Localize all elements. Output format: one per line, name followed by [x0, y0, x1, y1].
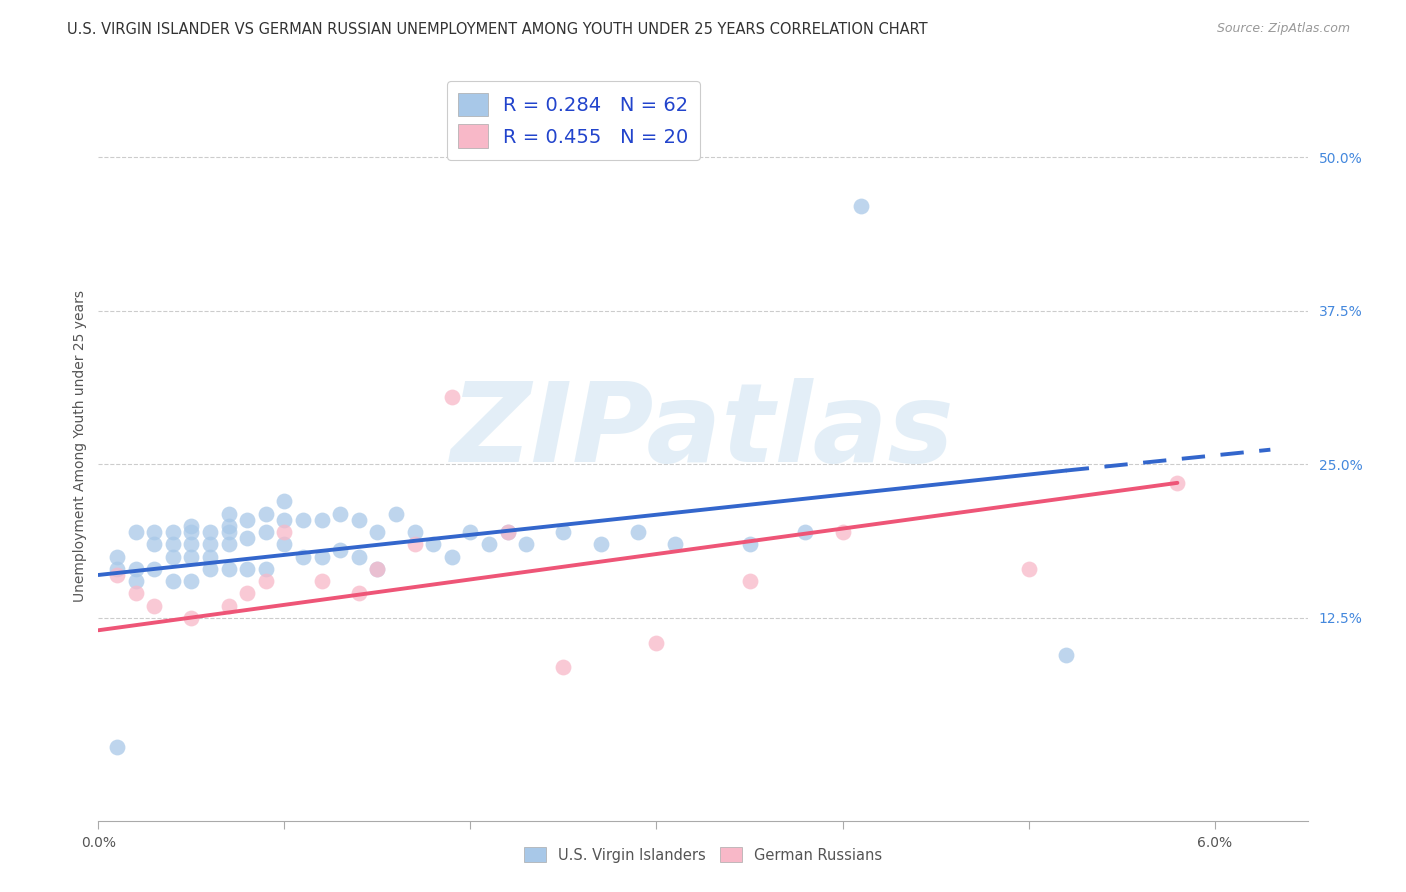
- Point: [254, 524, 277, 539]
- Point: [366, 524, 388, 539]
- Point: [311, 574, 333, 588]
- Point: [162, 574, 184, 588]
- Point: [738, 574, 761, 588]
- Point: [218, 537, 240, 551]
- Point: [218, 507, 240, 521]
- Point: [180, 537, 202, 551]
- Point: [831, 524, 853, 539]
- Point: [105, 549, 128, 564]
- Point: [440, 390, 463, 404]
- Point: [273, 524, 295, 539]
- Point: [218, 524, 240, 539]
- Point: [738, 537, 761, 551]
- Point: [794, 524, 817, 539]
- Text: Source: ZipAtlas.com: Source: ZipAtlas.com: [1216, 22, 1350, 36]
- Point: [254, 507, 277, 521]
- Point: [180, 611, 202, 625]
- Point: [347, 513, 370, 527]
- Point: [124, 586, 146, 600]
- Point: [478, 537, 501, 551]
- Legend: R = 0.284   N = 62, R = 0.455   N = 20: R = 0.284 N = 62, R = 0.455 N = 20: [447, 81, 700, 160]
- Point: [515, 537, 537, 551]
- Point: [329, 507, 352, 521]
- Point: [162, 524, 184, 539]
- Point: [180, 519, 202, 533]
- Point: [347, 586, 370, 600]
- Point: [404, 537, 426, 551]
- Point: [198, 537, 221, 551]
- Point: [292, 549, 315, 564]
- Point: [254, 562, 277, 576]
- Point: [105, 568, 128, 582]
- Point: [311, 549, 333, 564]
- Legend: U.S. Virgin Islanders, German Russians: U.S. Virgin Islanders, German Russians: [519, 841, 887, 869]
- Point: [105, 562, 128, 576]
- Point: [218, 519, 240, 533]
- Text: U.S. VIRGIN ISLANDER VS GERMAN RUSSIAN UNEMPLOYMENT AMONG YOUTH UNDER 25 YEARS C: U.S. VIRGIN ISLANDER VS GERMAN RUSSIAN U…: [67, 22, 928, 37]
- Point: [1018, 562, 1040, 576]
- Point: [496, 524, 519, 539]
- Point: [180, 574, 202, 588]
- Point: [143, 562, 166, 576]
- Point: [460, 524, 482, 539]
- Text: ZIPatlas: ZIPatlas: [451, 377, 955, 484]
- Point: [180, 524, 202, 539]
- Point: [143, 599, 166, 613]
- Point: [553, 660, 575, 674]
- Point: [329, 543, 352, 558]
- Point: [124, 524, 146, 539]
- Point: [496, 524, 519, 539]
- Point: [180, 549, 202, 564]
- Point: [1054, 648, 1077, 662]
- Point: [236, 586, 259, 600]
- Point: [143, 524, 166, 539]
- Point: [385, 507, 408, 521]
- Point: [236, 531, 259, 545]
- Point: [422, 537, 444, 551]
- Point: [273, 537, 295, 551]
- Point: [273, 494, 295, 508]
- Point: [162, 549, 184, 564]
- Point: [236, 513, 259, 527]
- Point: [198, 562, 221, 576]
- Point: [143, 537, 166, 551]
- Point: [311, 513, 333, 527]
- Point: [440, 549, 463, 564]
- Point: [366, 562, 388, 576]
- Y-axis label: Unemployment Among Youth under 25 years: Unemployment Among Youth under 25 years: [73, 290, 87, 602]
- Point: [162, 537, 184, 551]
- Point: [198, 549, 221, 564]
- Point: [347, 549, 370, 564]
- Point: [404, 524, 426, 539]
- Point: [218, 599, 240, 613]
- Point: [1166, 475, 1188, 490]
- Point: [124, 574, 146, 588]
- Point: [236, 562, 259, 576]
- Point: [849, 199, 872, 213]
- Point: [645, 635, 668, 649]
- Point: [366, 562, 388, 576]
- Point: [292, 513, 315, 527]
- Point: [254, 574, 277, 588]
- Point: [273, 513, 295, 527]
- Point: [589, 537, 612, 551]
- Point: [627, 524, 650, 539]
- Point: [553, 524, 575, 539]
- Point: [664, 537, 686, 551]
- Point: [124, 562, 146, 576]
- Point: [218, 562, 240, 576]
- Point: [105, 739, 128, 754]
- Point: [198, 524, 221, 539]
